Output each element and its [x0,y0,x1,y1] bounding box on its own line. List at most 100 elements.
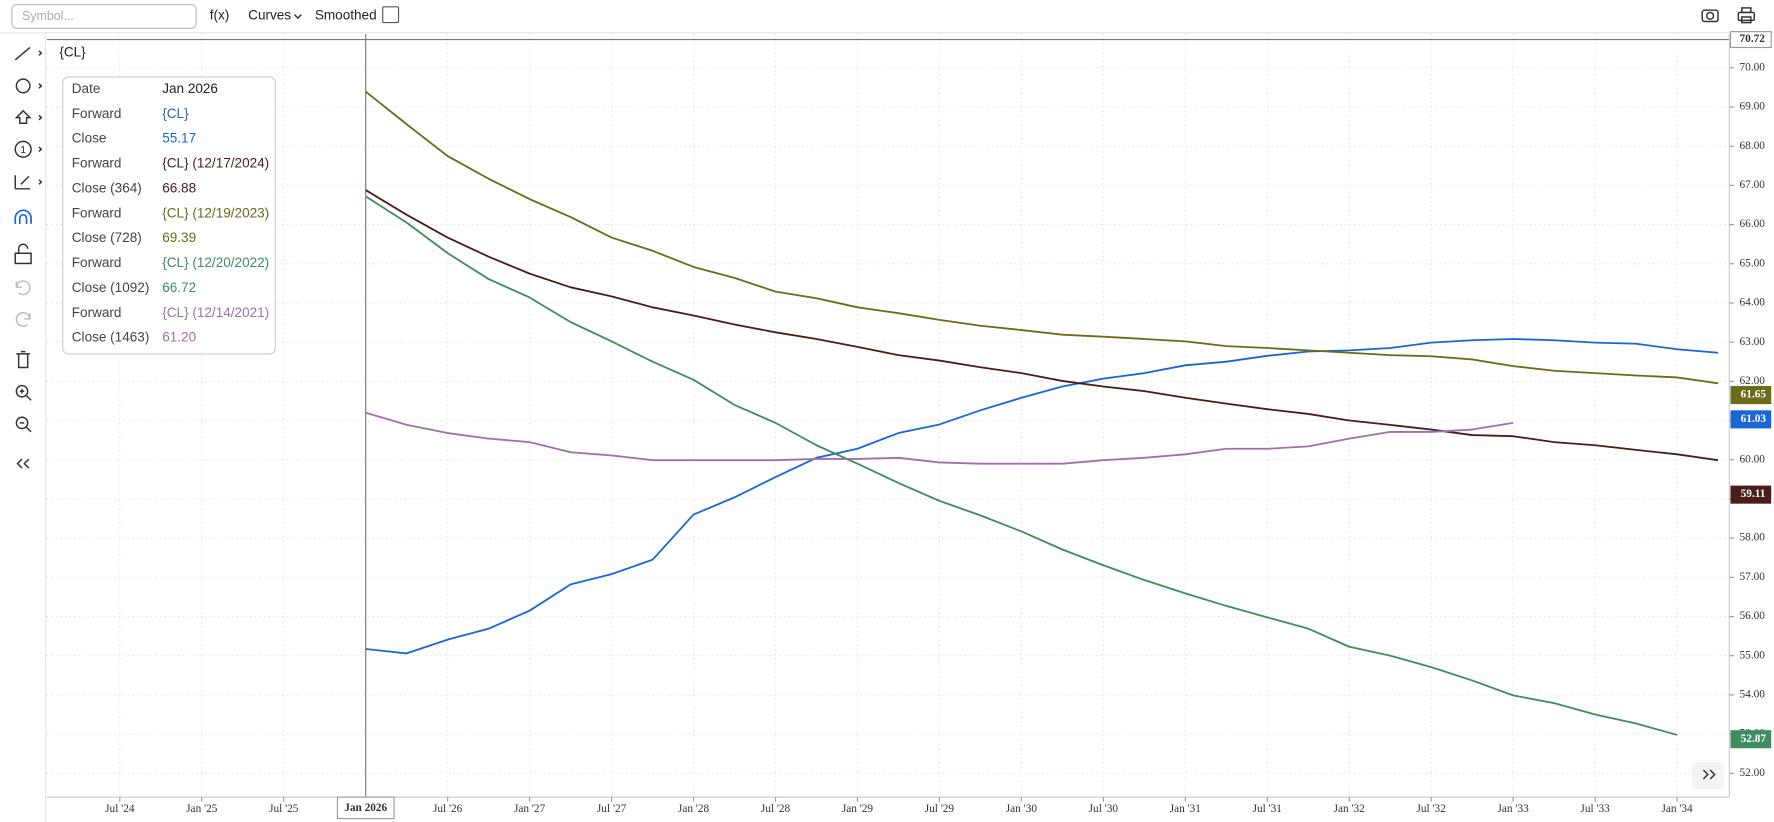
zoom-out-button[interactable] [15,416,32,433]
tooltip-value: 69.39 [162,230,196,245]
y-tick-label: 56.00 [1740,610,1766,622]
svg-text:1: 1 [20,145,26,156]
curves-caret [294,14,302,20]
tooltip-label: Close (728) [72,230,142,245]
series-line [365,411,1514,465]
price-tag [1730,410,1772,429]
tooltip-label: Forward [72,305,122,320]
x-tick-label: Jan '27 [514,803,546,815]
tooltip-value: {CL} (12/19/2023) [162,205,269,220]
delete-button[interactable] [16,350,30,369]
y-cursor-tag [1729,31,1772,49]
price-tag-label: 52.87 [1741,733,1767,745]
line-tool[interactable] [14,46,43,61]
price-tag-label: 59.11 [1741,488,1766,500]
y-tick-label: 65.00 [1740,257,1766,269]
y-tick-label: 66.00 [1740,218,1766,230]
series-line [365,338,1719,655]
x-tick-label: Jan '25 [186,803,218,815]
tooltip-value: 55.17 [162,131,196,146]
tooltip-box [62,76,276,355]
arrow-tool[interactable] [14,109,43,124]
tooltip-value: 66.72 [162,280,196,295]
fx-button[interactable]: f(x) [210,7,230,22]
shape-tool[interactable] [15,78,43,94]
x-tick-label: Jul '32 [1417,803,1447,815]
zoom-in-button[interactable] [15,384,32,401]
x-tick-label: Jan '30 [1006,803,1038,815]
tooltip-label: Forward [72,205,122,220]
series-line [365,189,1719,462]
price-tag [1730,386,1772,405]
tooltip-label: Close (364) [72,180,142,195]
x-tick-label: Jul '33 [1580,803,1610,815]
tooltip-label: Forward [72,156,122,171]
y-tick-label: 54.00 [1740,689,1766,701]
x-cursor-tag [336,796,395,820]
grid-layer [46,33,1730,798]
y-tick-label: 68.00 [1740,140,1766,152]
y-tick-label: 55.00 [1740,649,1766,661]
smoothed-checkbox[interactable] [382,6,400,24]
x-tick-label: Jan '28 [678,803,710,815]
undo-button[interactable] [15,280,31,296]
series-layer [365,90,1719,736]
tooltip-value: 66.88 [162,180,196,195]
price-tag [1730,730,1772,749]
y-tick-label: 63.00 [1740,336,1766,348]
tooltip-label: Close [72,131,107,146]
symbol-input[interactable] [11,3,197,29]
x-tick-label: Jul '24 [105,803,135,815]
y-tick-label: 62.00 [1740,375,1766,387]
tooltip-label: Close (1463) [72,330,150,345]
symbol-placeholder: Symbol... [22,9,74,23]
x-tick-label: Jul '25 [269,803,299,815]
axes-layer: 52.0053.0054.0055.0056.0057.0058.0059.00… [105,31,1772,820]
y-tick-label: 70.00 [1740,61,1766,73]
scroll-right-button[interactable] [1692,762,1724,790]
y-tick-label: 60.00 [1740,453,1766,465]
series-line [365,195,1678,736]
tooltip-label: Close (1092) [72,280,150,295]
y-tick-label: 57.00 [1740,571,1766,583]
x-tick-label: Jan '29 [842,803,874,815]
price-tag [1730,485,1772,504]
measure-tool[interactable] [14,175,43,190]
number-tool[interactable]: 1 [14,140,43,158]
x-cursor-label: Jan 2026 [344,802,387,814]
x-tick-label: Jan '31 [1170,803,1201,815]
x-tick-label: Jul '26 [433,803,463,815]
tooltip-value: {CL} (12/14/2021) [162,305,269,320]
tooltip: Date Jan 2026 Forward {CL} Close 55.17 Forward… [62,76,276,355]
tooltip-value: Jan 2026 [162,81,218,96]
magnet-tool[interactable] [14,209,32,224]
lock-tool[interactable] [14,243,32,265]
y-tick-label: 67.00 [1740,179,1766,191]
x-tick-label: Jan '33 [1498,803,1530,815]
price-tag-label: 61.03 [1741,413,1767,425]
x-tick-label: Jul '30 [1089,803,1119,815]
series-line [365,90,1719,385]
x-tick-label: Jul '29 [925,803,955,815]
y-cursor-label: 70.72 [1740,33,1766,45]
x-tick-label: Jul '27 [597,803,627,815]
camera-button[interactable] [1701,9,1719,23]
chart-symbol-label: {CL} [59,45,86,60]
tooltip-value: 61.20 [162,330,196,345]
price-tag-label: 61.65 [1741,389,1767,401]
x-tick-label: Jul '31 [1253,803,1282,815]
tooltip-label: Date [72,81,101,96]
tooltip-label: Forward [72,106,122,121]
x-tick-label: Jan '32 [1334,803,1366,815]
x-tick-label: Jul '28 [761,803,791,815]
redo-button[interactable] [15,311,31,327]
y-tick-label: 58.00 [1740,532,1766,544]
collapse-sidebar[interactable] [16,458,30,469]
tooltip-value: {CL} [162,106,189,121]
y-tick-label: 64.00 [1740,297,1766,309]
smoothed-label: Smoothed [315,7,377,22]
curves-menu[interactable]: Curves [248,7,291,22]
tooltip-label: Forward [72,255,122,270]
print-button[interactable] [1737,7,1755,24]
